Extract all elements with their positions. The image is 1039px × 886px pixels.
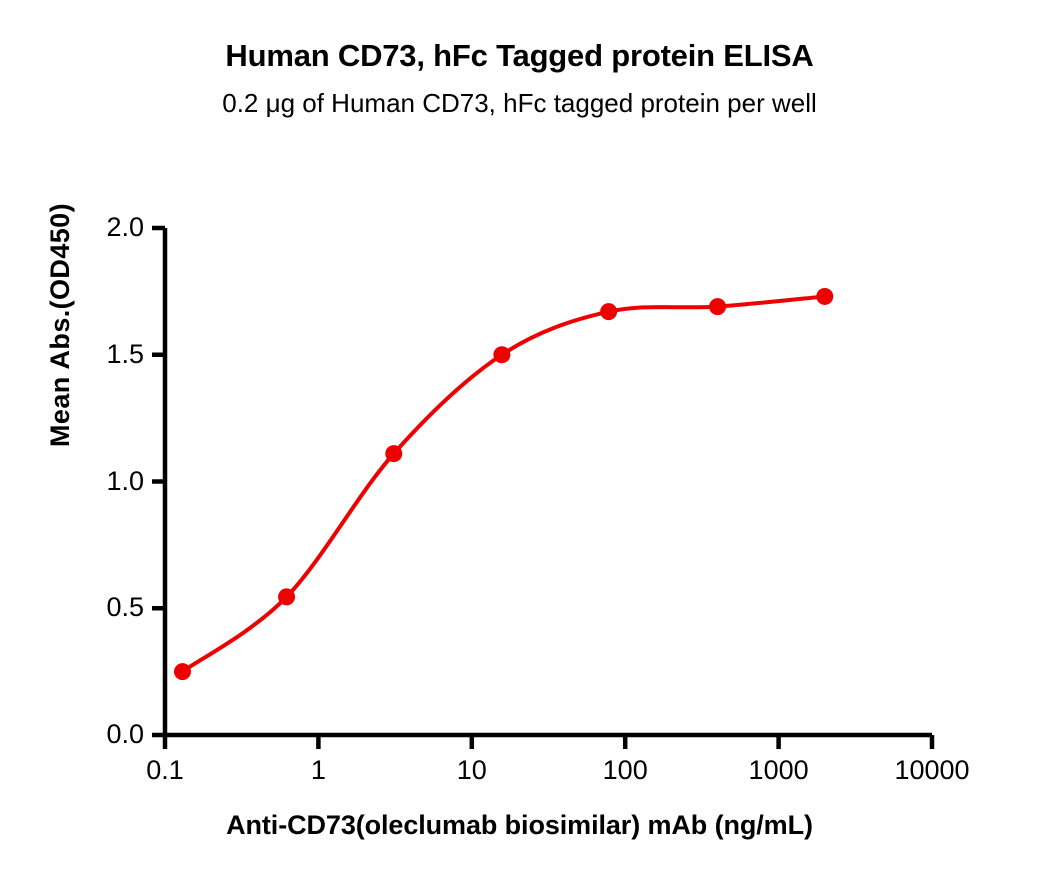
x-tick-label-0_1: 0.1	[146, 755, 184, 785]
data-point	[278, 588, 296, 606]
x-tick-label-1: 1	[310, 755, 326, 785]
data-point	[173, 663, 191, 681]
data-point	[709, 298, 727, 316]
data-point	[493, 346, 511, 364]
y-tick-label-0: 0.0	[106, 719, 144, 749]
data-point	[600, 303, 618, 321]
x-tick-label-1000: 1000	[748, 755, 809, 785]
data-point	[816, 287, 834, 305]
y-tick-label-0_5: 0.5	[106, 592, 144, 623]
data-point	[385, 445, 403, 463]
tick-marks	[152, 225, 935, 749]
x-tick-label-10: 10	[456, 755, 487, 785]
axes-lines	[162, 228, 932, 738]
x-axis-label: Anti-CD73(oleclumab biosimilar) mAb (ng/…	[226, 810, 813, 840]
data-points	[173, 287, 834, 681]
x-tick-label-100: 100	[602, 755, 648, 785]
x-tick-label-10000: 10000	[894, 755, 970, 785]
y-tick-label-1: 1.0	[106, 465, 144, 496]
chart-subtitle: 0.2 μg of Human CD73, hFc tagged protein…	[222, 88, 817, 118]
y-tick-label-1_5: 1.5	[106, 338, 144, 369]
chart-title: Human CD73, hFc Tagged protein ELISA	[225, 38, 814, 73]
y-tick-label-2: 2.0	[106, 212, 144, 242]
